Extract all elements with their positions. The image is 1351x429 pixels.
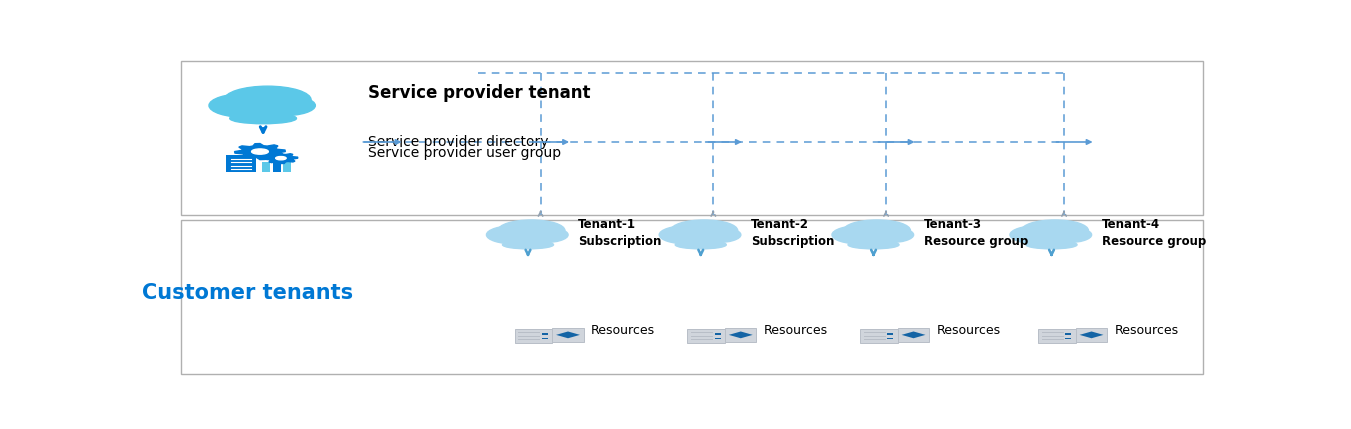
FancyBboxPatch shape xyxy=(542,338,549,339)
Text: Resources: Resources xyxy=(590,324,655,337)
Circle shape xyxy=(224,86,311,114)
FancyBboxPatch shape xyxy=(181,220,1204,374)
Circle shape xyxy=(499,220,565,241)
Circle shape xyxy=(670,220,738,241)
Text: Service provider tenant: Service provider tenant xyxy=(367,84,590,102)
FancyBboxPatch shape xyxy=(1065,338,1071,339)
Circle shape xyxy=(863,227,913,243)
FancyBboxPatch shape xyxy=(688,329,725,342)
Polygon shape xyxy=(263,153,297,163)
FancyBboxPatch shape xyxy=(262,162,270,172)
Circle shape xyxy=(659,226,717,244)
FancyBboxPatch shape xyxy=(282,160,292,172)
FancyBboxPatch shape xyxy=(553,328,584,342)
FancyBboxPatch shape xyxy=(1065,332,1071,335)
FancyBboxPatch shape xyxy=(888,332,893,335)
FancyBboxPatch shape xyxy=(515,329,553,342)
Text: Tenant-2
Subscription: Tenant-2 Subscription xyxy=(751,218,835,248)
Circle shape xyxy=(690,227,740,243)
Ellipse shape xyxy=(230,113,296,124)
Polygon shape xyxy=(728,332,753,338)
Circle shape xyxy=(1011,226,1069,244)
Ellipse shape xyxy=(848,241,898,249)
FancyBboxPatch shape xyxy=(861,329,898,342)
Text: Service provider user group: Service provider user group xyxy=(367,146,561,160)
Ellipse shape xyxy=(677,229,724,247)
FancyBboxPatch shape xyxy=(725,328,757,342)
Ellipse shape xyxy=(1025,241,1077,249)
Polygon shape xyxy=(557,332,580,338)
FancyBboxPatch shape xyxy=(715,338,720,339)
Circle shape xyxy=(1021,220,1089,241)
Text: Tenant-3
Resource group: Tenant-3 Resource group xyxy=(924,218,1028,248)
Text: Tenant-1
Subscription: Tenant-1 Subscription xyxy=(578,218,662,248)
Ellipse shape xyxy=(503,241,554,249)
Circle shape xyxy=(276,157,286,160)
Circle shape xyxy=(250,95,315,116)
Circle shape xyxy=(209,94,285,118)
FancyBboxPatch shape xyxy=(715,332,720,335)
Circle shape xyxy=(486,226,544,244)
Text: Service provider directory: Service provider directory xyxy=(367,135,549,149)
FancyBboxPatch shape xyxy=(888,338,893,339)
FancyBboxPatch shape xyxy=(273,156,281,172)
Circle shape xyxy=(832,226,890,244)
Ellipse shape xyxy=(676,241,727,249)
Text: Resources: Resources xyxy=(1115,324,1178,337)
FancyBboxPatch shape xyxy=(898,328,929,342)
Ellipse shape xyxy=(232,98,295,121)
FancyBboxPatch shape xyxy=(227,155,255,172)
Text: Customer tenants: Customer tenants xyxy=(142,283,353,302)
FancyBboxPatch shape xyxy=(1075,328,1108,342)
Polygon shape xyxy=(1079,332,1104,338)
Ellipse shape xyxy=(504,229,551,247)
FancyBboxPatch shape xyxy=(542,332,549,335)
Circle shape xyxy=(843,220,911,241)
Ellipse shape xyxy=(850,229,897,247)
FancyBboxPatch shape xyxy=(1038,329,1075,342)
Circle shape xyxy=(1042,227,1092,243)
Text: Resources: Resources xyxy=(936,324,1001,337)
Ellipse shape xyxy=(1028,229,1075,247)
Text: Tenant-4
Resource group: Tenant-4 Resource group xyxy=(1102,218,1206,248)
Text: Resources: Resources xyxy=(763,324,828,337)
Polygon shape xyxy=(235,144,285,160)
Circle shape xyxy=(517,227,569,243)
FancyBboxPatch shape xyxy=(181,61,1204,215)
Polygon shape xyxy=(901,332,925,338)
Circle shape xyxy=(251,149,269,154)
